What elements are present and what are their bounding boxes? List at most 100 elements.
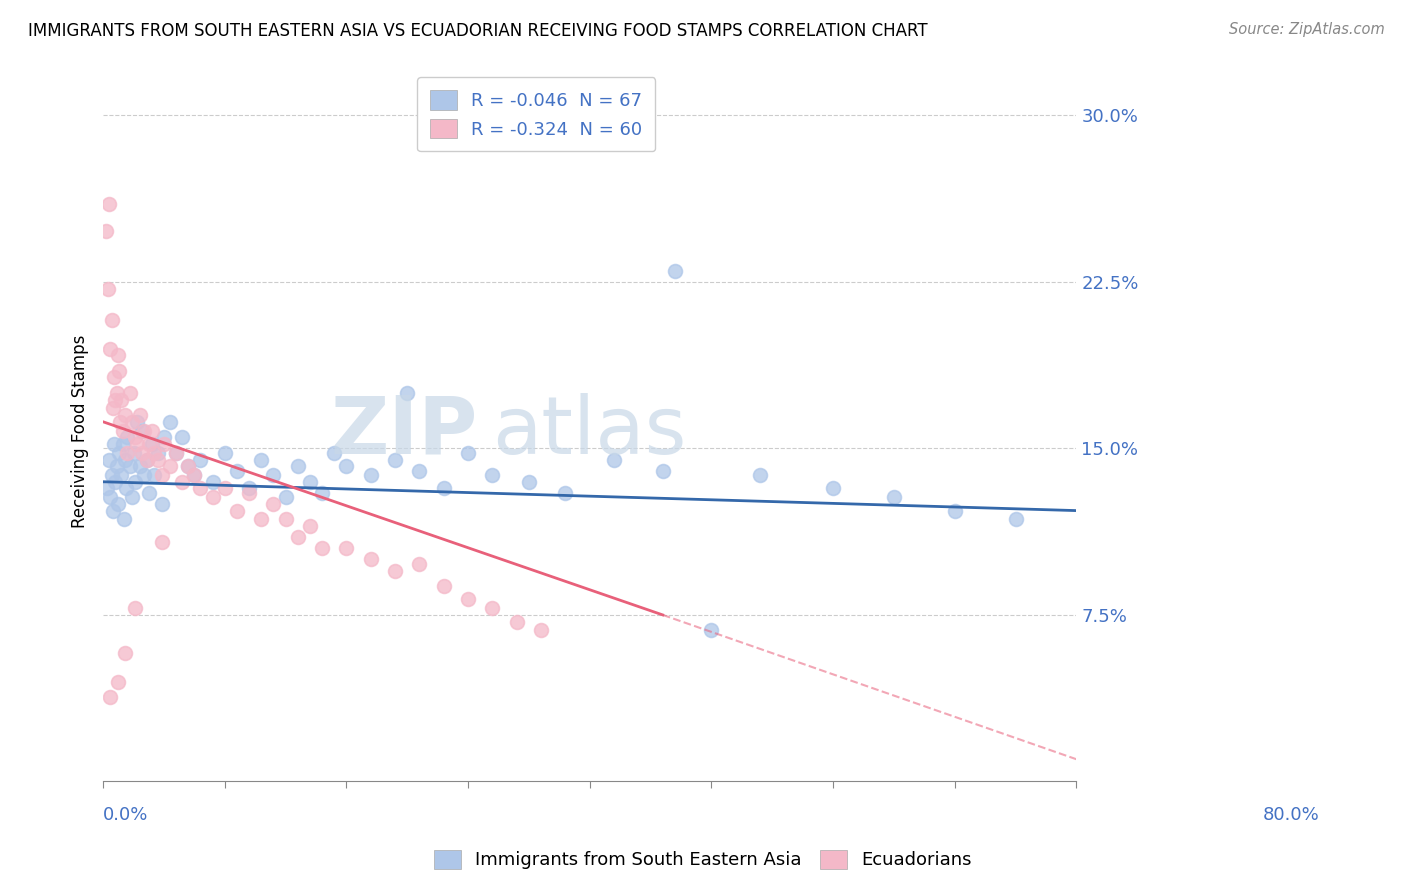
Point <box>287 530 309 544</box>
Point <box>238 482 260 496</box>
Point <box>384 452 406 467</box>
Point <box>311 486 333 500</box>
Point <box>108 364 131 378</box>
Point <box>457 446 479 460</box>
Point <box>131 446 153 460</box>
Point <box>530 624 553 638</box>
Point <box>177 459 200 474</box>
Point <box>262 497 284 511</box>
Point <box>172 430 194 444</box>
Point <box>274 490 297 504</box>
Point <box>360 552 382 566</box>
Point <box>481 601 503 615</box>
Point <box>408 557 430 571</box>
Point <box>104 392 127 407</box>
Point <box>117 446 139 460</box>
Point <box>250 512 273 526</box>
Point <box>159 459 181 474</box>
Text: IMMIGRANTS FROM SOUTH EASTERN ASIA VS ECUADORIAN RECEIVING FOOD STAMPS CORRELATI: IMMIGRANTS FROM SOUTH EASTERN ASIA VS EC… <box>28 22 928 40</box>
Point <box>287 459 309 474</box>
Point <box>883 490 905 504</box>
Point <box>408 464 430 478</box>
Point <box>517 475 540 489</box>
Point <box>103 437 125 451</box>
Point <box>159 415 181 429</box>
Point <box>457 592 479 607</box>
Point <box>121 490 143 504</box>
Point <box>100 312 122 326</box>
Point <box>124 475 146 489</box>
Point <box>311 541 333 556</box>
Point <box>150 468 173 483</box>
Point <box>262 468 284 483</box>
Point <box>153 437 176 451</box>
Point <box>700 624 723 638</box>
Point <box>104 475 127 489</box>
Point <box>146 446 169 460</box>
Point <box>226 503 249 517</box>
Legend: R = -0.046  N = 67, R = -0.324  N = 60: R = -0.046 N = 67, R = -0.324 N = 60 <box>418 78 655 152</box>
Point <box>238 486 260 500</box>
Point <box>150 497 173 511</box>
Point <box>323 446 346 460</box>
Point <box>165 446 187 460</box>
Point <box>124 430 146 444</box>
Point <box>114 452 136 467</box>
Point <box>1004 512 1026 526</box>
Point <box>153 430 176 444</box>
Point <box>183 468 205 483</box>
Point <box>664 264 686 278</box>
Point <box>108 415 131 429</box>
Point <box>122 446 145 460</box>
Point <box>146 452 169 467</box>
Point <box>135 452 157 467</box>
Point <box>298 519 321 533</box>
Point <box>110 468 132 483</box>
Text: 80.0%: 80.0% <box>1263 805 1320 824</box>
Point <box>94 224 117 238</box>
Point <box>433 579 456 593</box>
Text: atlas: atlas <box>492 392 686 471</box>
Text: Source: ZipAtlas.com: Source: ZipAtlas.com <box>1229 22 1385 37</box>
Point <box>250 452 273 467</box>
Point <box>128 459 150 474</box>
Point <box>115 482 138 496</box>
Point <box>118 459 141 474</box>
Point <box>138 437 160 451</box>
Point <box>433 482 456 496</box>
Point <box>360 468 382 483</box>
Text: 0.0%: 0.0% <box>103 805 149 824</box>
Point <box>131 424 153 438</box>
Point <box>107 348 129 362</box>
Point <box>143 446 166 460</box>
Legend: Immigrants from South Eastern Asia, Ecuadorians: Immigrants from South Eastern Asia, Ecua… <box>425 840 981 879</box>
Point <box>335 541 357 556</box>
Point <box>117 430 139 444</box>
Point <box>201 490 224 504</box>
Point <box>121 415 143 429</box>
Point <box>651 464 673 478</box>
Point <box>101 401 124 416</box>
Point <box>97 282 120 296</box>
Point <box>749 468 772 483</box>
Point <box>335 459 357 474</box>
Point <box>134 424 156 438</box>
Point <box>298 475 321 489</box>
Point <box>172 475 194 489</box>
Point <box>112 512 135 526</box>
Point <box>177 459 200 474</box>
Point <box>114 408 136 422</box>
Point <box>118 386 141 401</box>
Point <box>100 490 122 504</box>
Point <box>110 392 132 407</box>
Point <box>96 482 118 496</box>
Point <box>124 601 146 615</box>
Point <box>107 497 129 511</box>
Point <box>105 386 128 401</box>
Point <box>214 482 236 496</box>
Point <box>384 564 406 578</box>
Point <box>141 437 163 451</box>
Y-axis label: Receiving Food Stamps: Receiving Food Stamps <box>72 335 89 528</box>
Point <box>190 452 212 467</box>
Point <box>141 424 163 438</box>
